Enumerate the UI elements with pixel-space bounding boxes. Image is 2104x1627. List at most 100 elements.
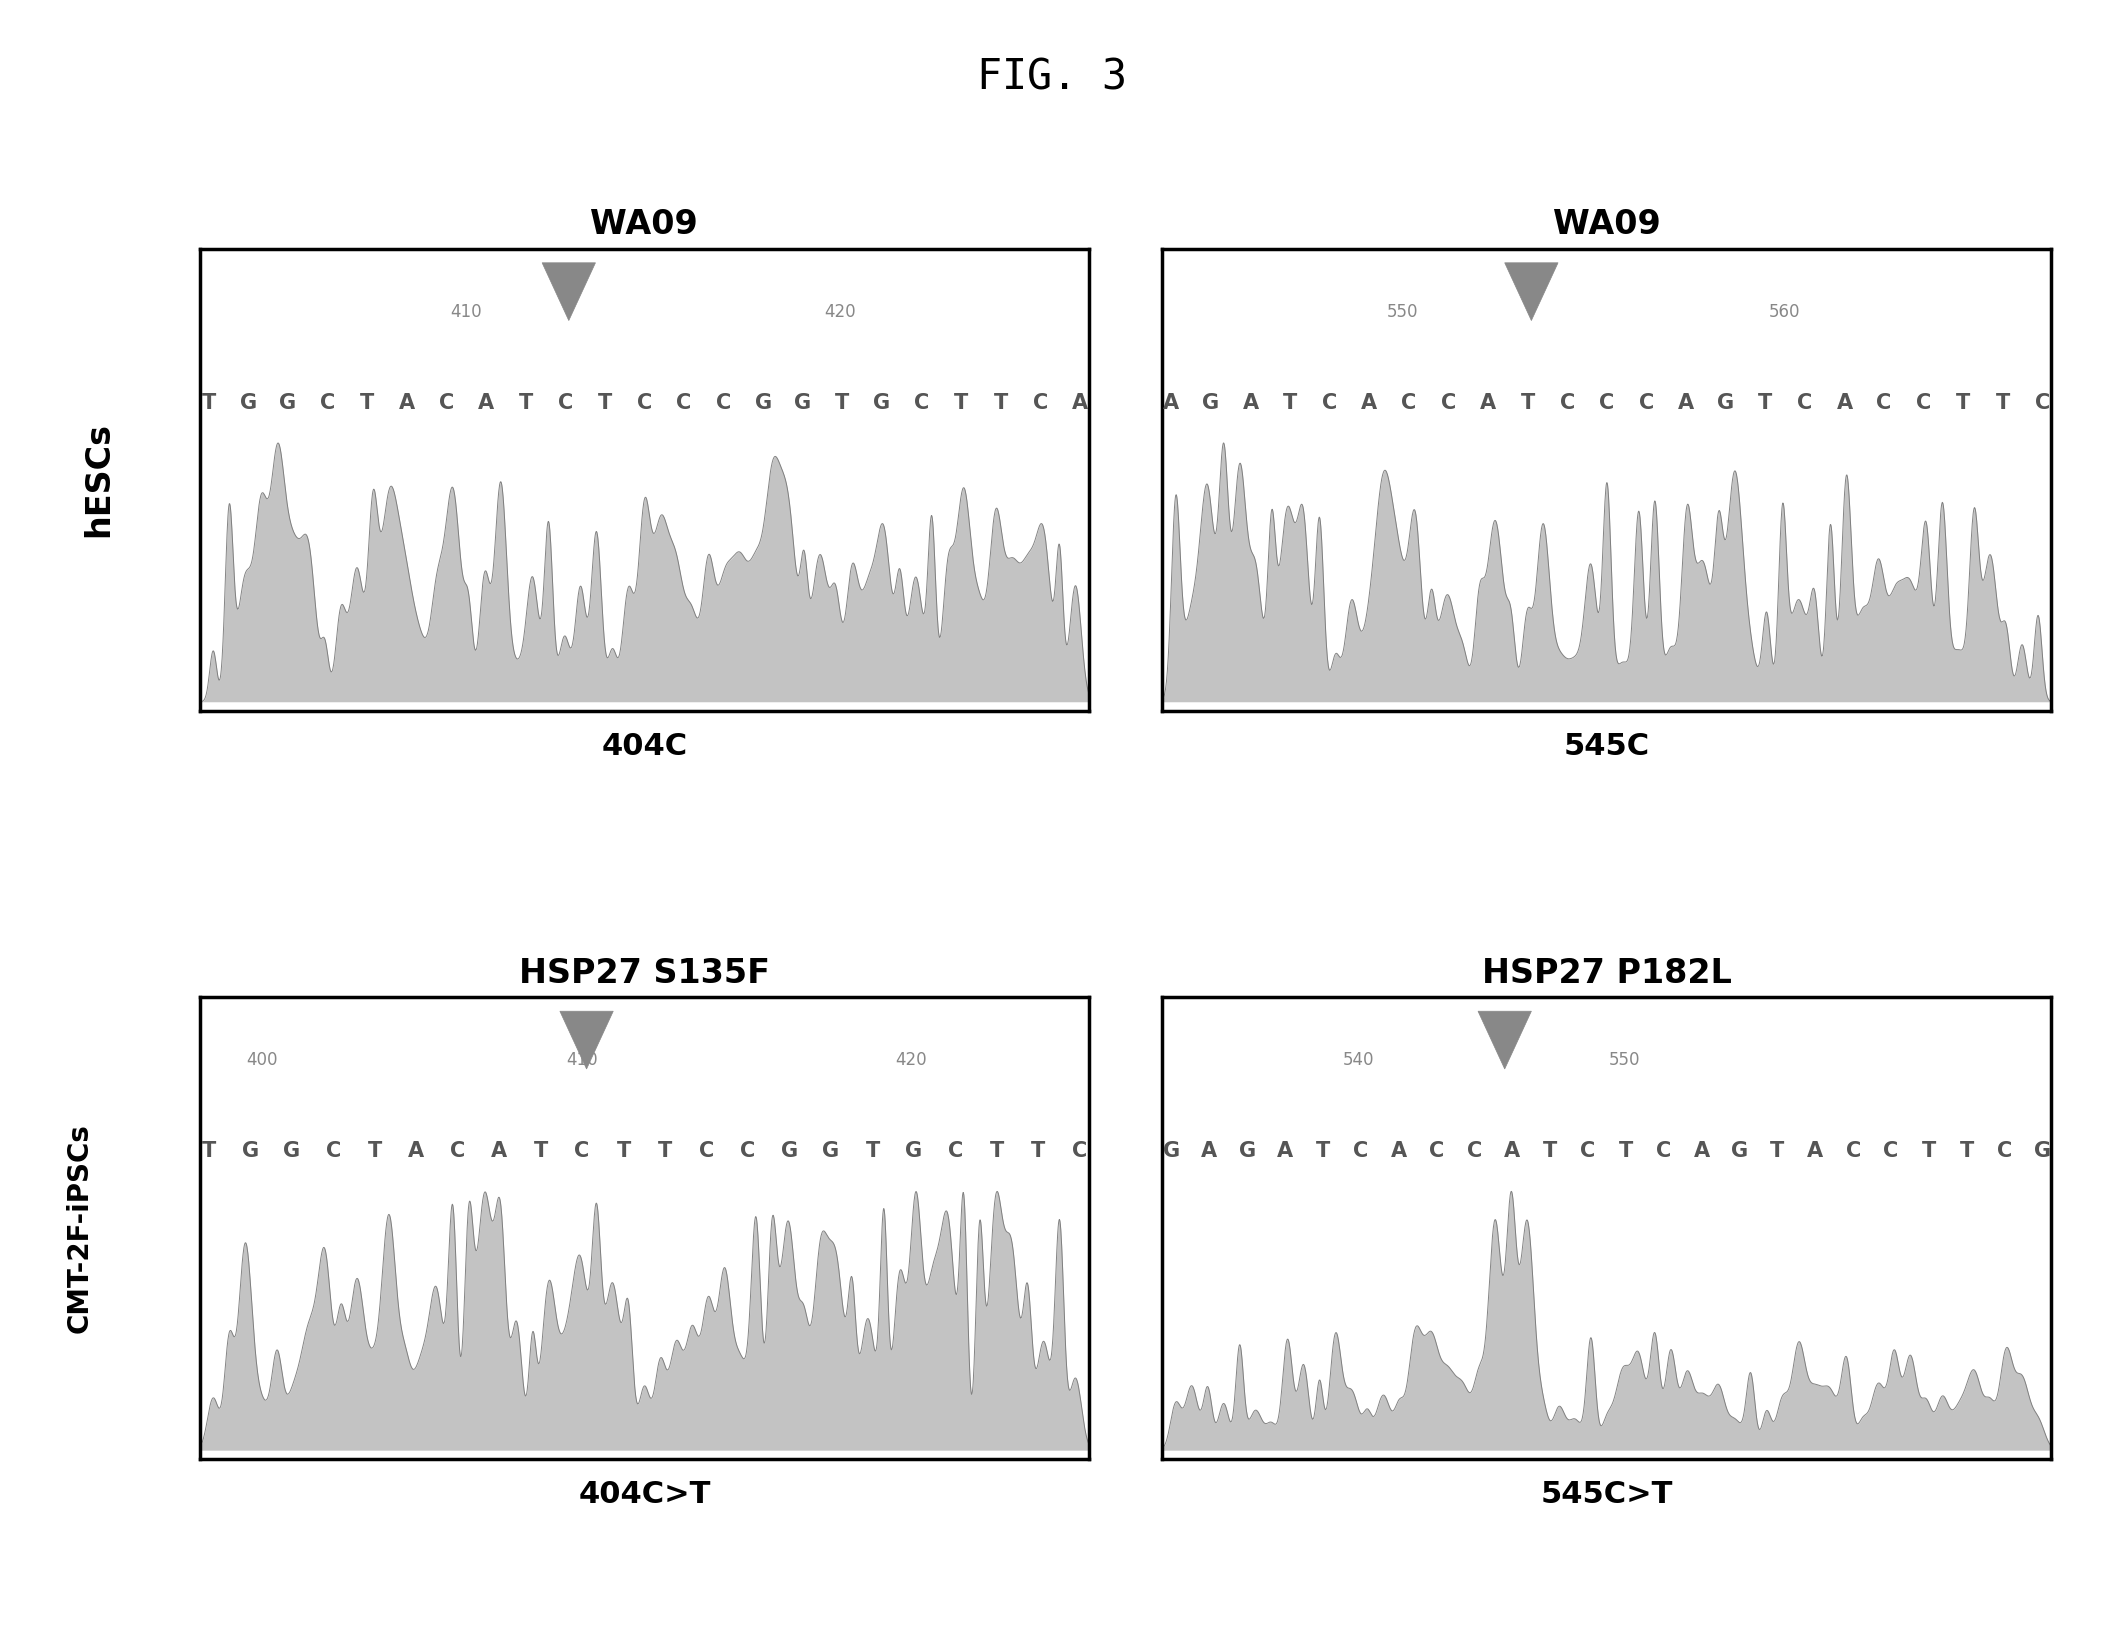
Text: CMT-2F-iPSCs: CMT-2F-iPSCs [65,1124,95,1333]
Text: C: C [1466,1142,1481,1162]
Text: C: C [1441,394,1456,413]
Text: C: C [1559,394,1576,413]
Text: G: G [1164,1142,1180,1162]
Text: T: T [1921,1142,1936,1162]
Text: FIG. 3: FIG. 3 [976,57,1128,99]
Text: 545C>T: 545C>T [1540,1481,1673,1510]
Text: 404C: 404C [602,732,688,761]
Text: 410: 410 [450,303,482,321]
Text: A: A [1837,394,1854,413]
Text: T: T [1542,1142,1557,1162]
Text: A: A [478,394,494,413]
Text: T: T [202,394,217,413]
Text: G: G [823,1142,839,1162]
Text: A: A [1504,1142,1521,1162]
Text: G: G [873,394,890,413]
Text: C: C [638,394,652,413]
Text: T: T [360,394,375,413]
Polygon shape [560,1012,612,1069]
Text: C: C [675,394,692,413]
Text: G: G [905,1142,922,1162]
Text: T: T [1769,1142,1784,1162]
Text: T: T [1997,394,2009,413]
Text: T: T [534,1142,547,1162]
Text: G: G [1201,394,1220,413]
Text: T: T [1959,1142,1974,1162]
Text: HSP27 S135F: HSP27 S135F [520,957,770,989]
Text: T: T [865,1142,879,1162]
Text: 540: 540 [1342,1051,1374,1069]
Text: T: T [659,1142,671,1162]
Text: A: A [490,1142,507,1162]
Text: A: A [1361,394,1378,413]
Text: T: T [1957,394,1971,413]
Polygon shape [1504,264,1559,321]
Text: WA09: WA09 [1553,208,1660,241]
Text: C: C [1599,394,1614,413]
Text: T: T [1031,1142,1046,1162]
Text: C: C [1797,394,1812,413]
Text: A: A [398,394,414,413]
Text: 420: 420 [894,1051,928,1069]
Text: 400: 400 [246,1051,278,1069]
Text: C: C [1997,1142,2011,1162]
Text: C: C [1321,394,1338,413]
Text: A: A [1479,394,1496,413]
Text: C: C [1877,394,1891,413]
Text: C: C [1033,394,1048,413]
Text: hESCs: hESCs [82,423,116,537]
Text: 545C: 545C [1563,732,1650,761]
Text: G: G [280,394,297,413]
Text: C: C [1883,1142,1898,1162]
Text: G: G [1717,394,1734,413]
Text: G: G [2035,1142,2051,1162]
Text: A: A [1391,1142,1408,1162]
Text: A: A [1243,394,1258,413]
Text: T: T [368,1142,381,1162]
Text: C: C [1917,394,1931,413]
Text: C: C [2035,394,2049,413]
Text: 410: 410 [566,1051,598,1069]
Text: T: T [1618,1142,1633,1162]
Text: A: A [1201,1142,1218,1162]
Text: HSP27 P182L: HSP27 P182L [1481,957,1732,989]
Text: C: C [558,394,572,413]
Text: T: T [1759,394,1772,413]
Text: A: A [1694,1142,1711,1162]
Text: C: C [741,1142,755,1162]
Text: C: C [1073,1142,1088,1162]
Text: 550: 550 [1610,1051,1641,1069]
Text: T: T [202,1142,217,1162]
Text: C: C [1845,1142,1860,1162]
Text: G: G [284,1142,301,1162]
Text: 420: 420 [825,303,856,321]
Text: G: G [1732,1142,1748,1162]
Text: C: C [574,1142,589,1162]
Text: C: C [1580,1142,1595,1162]
Text: A: A [1277,1142,1294,1162]
Text: T: T [616,1142,631,1162]
Text: C: C [1401,394,1416,413]
Text: T: T [953,394,968,413]
Text: G: G [240,394,257,413]
Text: T: T [518,394,532,413]
Text: G: G [755,394,772,413]
Text: C: C [715,394,732,413]
Text: T: T [598,394,612,413]
Text: C: C [440,394,454,413]
Text: A: A [408,1142,425,1162]
Text: C: C [320,394,335,413]
Text: C: C [949,1142,964,1162]
Text: C: C [913,394,930,413]
Text: G: G [781,1142,797,1162]
Text: G: G [242,1142,259,1162]
Text: A: A [1807,1142,1824,1162]
Text: T: T [1283,394,1298,413]
Text: G: G [793,394,812,413]
Polygon shape [543,264,595,321]
Text: C: C [1353,1142,1368,1162]
Text: A: A [1164,394,1180,413]
Text: A: A [1071,394,1088,413]
Text: C: C [699,1142,713,1162]
Text: C: C [1656,1142,1671,1162]
